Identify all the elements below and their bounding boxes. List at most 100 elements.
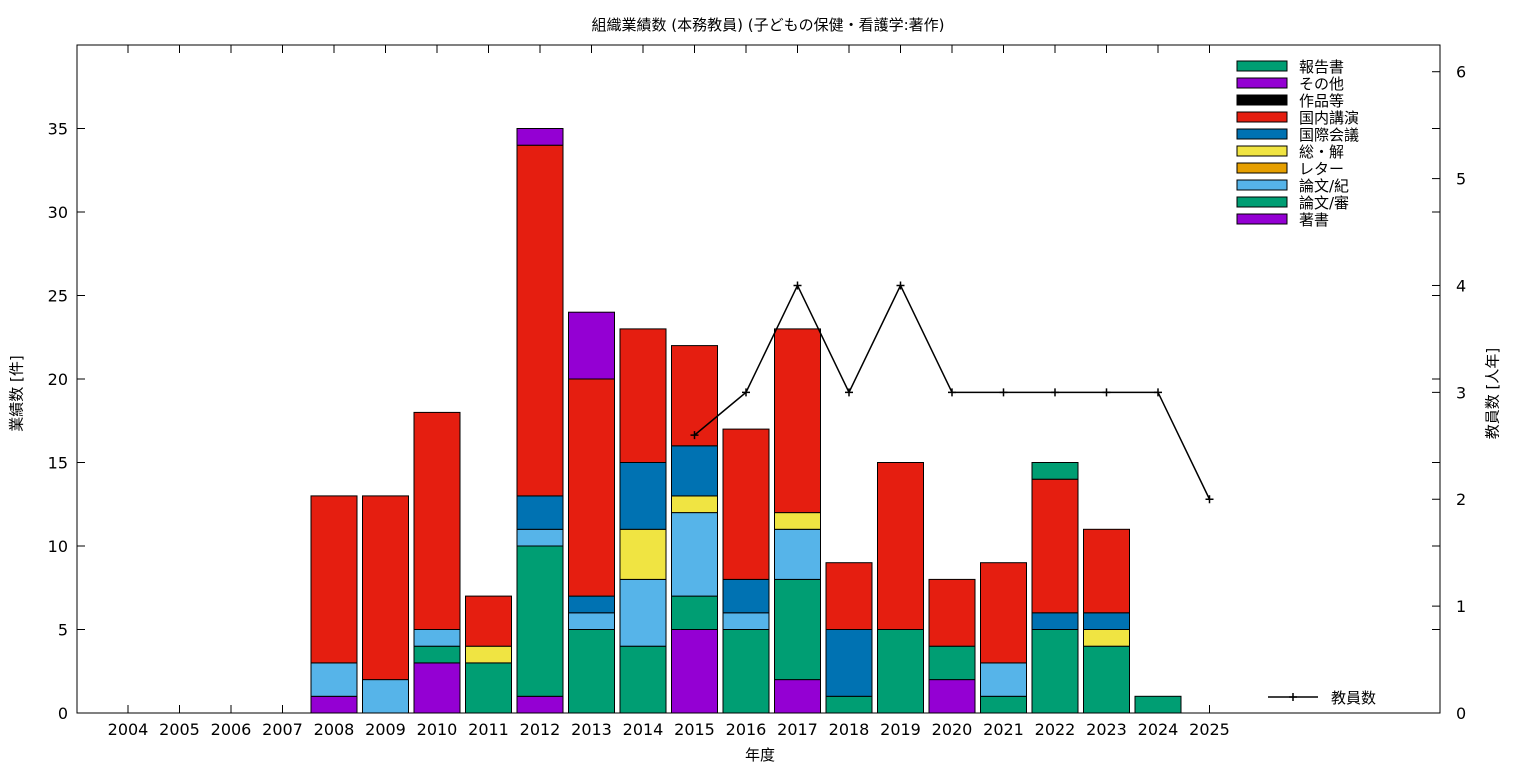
x-tick-label: 2009 xyxy=(365,720,406,739)
x-tick-label: 2007 xyxy=(262,720,303,739)
faculty-count-point xyxy=(1051,388,1059,397)
bar-segment xyxy=(568,612,615,630)
x-tick-label: 2023 xyxy=(1086,720,1127,739)
bar-segment xyxy=(568,311,615,380)
bar-segment xyxy=(516,144,564,497)
bar-segment xyxy=(413,411,461,630)
bar-segment xyxy=(671,629,718,714)
x-tick-label: 2022 xyxy=(1035,720,1076,739)
legend-label: 総・解 xyxy=(1299,143,1344,161)
legend-label: 著書 xyxy=(1299,211,1329,229)
x-tick-label: 2019 xyxy=(880,720,921,739)
x-tick-label: 2016 xyxy=(726,720,767,739)
bar-segment xyxy=(1031,629,1079,714)
x-tick-label: 2011 xyxy=(468,720,509,739)
bar-segment xyxy=(619,645,667,714)
bar-segment xyxy=(310,495,358,664)
faculty-count-point xyxy=(999,388,1008,397)
legend-label: 国際会議 xyxy=(1299,126,1359,144)
bar-segment xyxy=(774,512,821,530)
legend-swatch xyxy=(1236,162,1288,174)
faculty-count-point xyxy=(1102,388,1111,397)
bar-segment xyxy=(568,629,615,714)
legend-swatch xyxy=(1236,179,1288,191)
bar-segment xyxy=(619,528,667,580)
bar-segment xyxy=(619,328,667,463)
bar-segment xyxy=(362,679,409,714)
bar-segment xyxy=(774,578,821,681)
faculty-count-point xyxy=(742,388,750,397)
y2-tick-label: 6 xyxy=(1456,63,1466,82)
bar-segment xyxy=(516,545,564,697)
bar-segment xyxy=(928,578,976,647)
x-tick-label: 2012 xyxy=(520,720,561,739)
bar-segment xyxy=(722,629,770,714)
legend-swatch xyxy=(1236,94,1288,106)
bar-segment xyxy=(413,645,461,664)
bar-segment xyxy=(1083,528,1130,614)
y2-tick-label: 0 xyxy=(1456,704,1466,723)
y2-tick-label: 4 xyxy=(1456,276,1466,295)
x-tick-label: 2020 xyxy=(932,720,973,739)
legend-label: 論文/紀 xyxy=(1299,177,1349,195)
faculty-count-point xyxy=(896,281,905,290)
faculty-count-point xyxy=(1154,388,1162,397)
y-tick-label: 20 xyxy=(48,370,68,389)
x-tick-label: 2004 xyxy=(108,720,149,739)
y-tick-label: 5 xyxy=(58,621,68,640)
legend-label: その他 xyxy=(1299,75,1344,93)
x-tick-label: 2018 xyxy=(829,720,870,739)
bar-segment xyxy=(310,662,358,697)
bar-segment xyxy=(671,512,718,597)
legend-swatch xyxy=(1236,128,1288,140)
bar-segment xyxy=(980,695,1027,714)
x-tick-label: 2005 xyxy=(159,720,200,739)
bar-segment xyxy=(1134,695,1182,714)
bar-segment xyxy=(722,578,770,614)
bar-segment xyxy=(1083,645,1130,714)
bar-segment xyxy=(671,495,718,514)
bar-segment xyxy=(516,695,564,714)
x-tick-label: 2025 xyxy=(1189,720,1230,739)
legend-label: 国内講演 xyxy=(1299,109,1359,127)
line-legend-marker xyxy=(1289,693,1297,701)
bar-segment xyxy=(774,328,821,514)
bar-segment xyxy=(465,662,512,714)
bar-segment xyxy=(928,679,976,714)
x-tick-label: 2008 xyxy=(314,720,355,739)
bar-segment xyxy=(980,662,1027,697)
faculty-count-point xyxy=(845,388,853,397)
bar-segment xyxy=(516,528,564,547)
legend-label: 報告書 xyxy=(1299,58,1344,76)
y-tick-label: 10 xyxy=(48,537,68,556)
chart-title: 組織業績数 (本務教員) (子どもの保健・看護学:著作) xyxy=(591,16,945,34)
y2-tick-label: 1 xyxy=(1456,597,1466,616)
legend-swatch xyxy=(1236,145,1288,157)
legend-swatch xyxy=(1236,111,1288,123)
bar-segment xyxy=(568,378,615,597)
bar-segment xyxy=(1083,629,1130,647)
legend-swatch xyxy=(1236,213,1288,225)
faculty-count-point xyxy=(948,388,956,397)
bar-segment xyxy=(310,695,358,714)
x-tick-label: 2010 xyxy=(417,720,458,739)
legend-label: 論文/審 xyxy=(1299,194,1349,212)
bar-segment xyxy=(722,428,770,580)
x-tick-label: 2013 xyxy=(571,720,612,739)
x-tick-label: 2006 xyxy=(211,720,252,739)
bar-segment xyxy=(619,578,667,647)
bar-segment xyxy=(825,629,873,697)
bar-segment xyxy=(619,462,667,530)
bar-segment xyxy=(465,595,512,647)
bar-segment xyxy=(1031,612,1079,630)
x-tick-label: 2017 xyxy=(777,720,818,739)
legend-swatch xyxy=(1236,60,1288,72)
x-tick-label: 2024 xyxy=(1138,720,1179,739)
bar-segment xyxy=(516,495,564,530)
y-tick-label: 25 xyxy=(48,287,68,306)
bar-segment xyxy=(774,679,821,714)
y-tick-label: 35 xyxy=(48,120,68,139)
bar-segment xyxy=(1031,462,1079,480)
faculty-count-point xyxy=(1205,495,1214,504)
bar-segment xyxy=(465,645,512,664)
